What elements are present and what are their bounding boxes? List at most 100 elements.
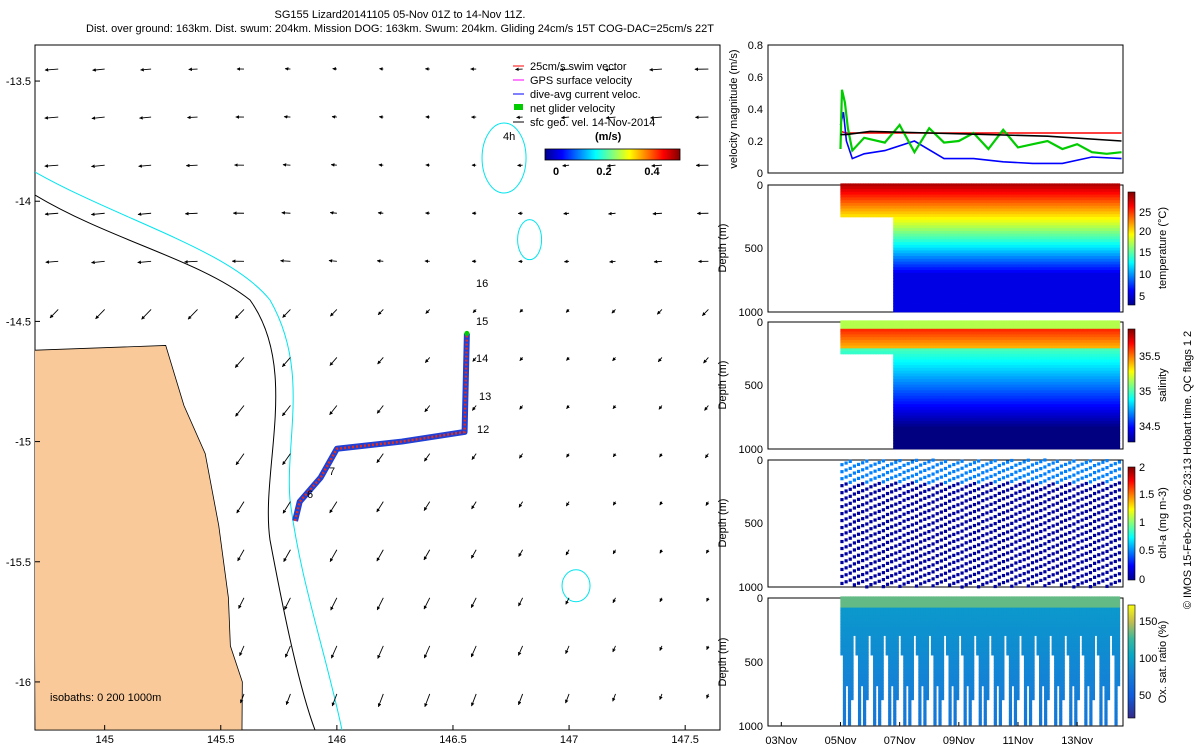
profile-sample [966, 208, 970, 212]
profile-sample [1021, 306, 1025, 310]
profile-sample [998, 228, 1002, 232]
profile-sample [940, 239, 945, 243]
profile-sample [1049, 250, 1053, 254]
profile-sample [956, 267, 960, 271]
profile-sample [930, 216, 935, 221]
profile-sample [940, 208, 945, 212]
profile-sample [973, 292, 977, 296]
profile-sample [933, 283, 937, 288]
profile-sample [1079, 300, 1083, 304]
profile-sample [940, 292, 945, 296]
profile-sample [1033, 258, 1038, 263]
profile-sample [1046, 297, 1050, 302]
profile-sample [842, 208, 847, 212]
profile-sample [988, 300, 992, 304]
profile-sample [971, 270, 975, 274]
profile-sample [1044, 225, 1048, 229]
profile-sample [1054, 267, 1058, 271]
profile-sample [1049, 286, 1053, 290]
profile-sample [935, 230, 940, 235]
profile-sample [983, 281, 987, 285]
profile-sample [868, 194, 872, 198]
profile-sample [1008, 225, 1013, 229]
profile-sample [971, 222, 975, 226]
profile-sample [900, 278, 904, 282]
profile-sample [840, 200, 844, 204]
profile-sample [978, 236, 982, 240]
profile-sample [928, 233, 932, 237]
profile-sample [948, 216, 952, 221]
profile-sample [898, 186, 902, 190]
profile-sample [903, 228, 907, 232]
velocity-y-axis: 0.8 0.6 0.4 0.2 0 velocity magnitude (m/… [728, 40, 763, 180]
profile-sample [852, 186, 857, 190]
profile-sample [908, 253, 912, 257]
profile-sample [1054, 205, 1058, 209]
profile-sample [925, 272, 930, 277]
profile-sample [1001, 256, 1005, 260]
profile-sample [988, 281, 992, 285]
profile-sample [991, 214, 995, 218]
profile-sample [910, 200, 914, 204]
profile-sample [998, 205, 1002, 209]
profile-sample [1001, 250, 1005, 254]
profile-sample [1071, 295, 1075, 299]
profile-sample [923, 242, 927, 246]
profile-sample [991, 306, 995, 310]
profile-sample [1003, 247, 1008, 251]
profile-sample [918, 253, 922, 257]
profile-sample [1071, 236, 1075, 240]
profile-sample [923, 233, 927, 237]
profile-sample [1028, 197, 1033, 201]
profile-sample [1056, 306, 1060, 310]
profile-sample [883, 186, 887, 190]
profile-sample [958, 183, 962, 187]
profile-sample [935, 202, 940, 207]
profile-sample [1021, 183, 1025, 187]
profile-sample [951, 194, 955, 198]
profile-sample [1003, 205, 1008, 209]
profile-sample [996, 216, 1000, 221]
profile-sample [940, 297, 945, 302]
profile-sample [903, 247, 907, 251]
profile-sample [996, 211, 1000, 215]
profile-sample [1061, 247, 1065, 251]
profile-sample [1044, 272, 1048, 277]
profile-sample [1036, 242, 1040, 246]
profile-sample [895, 242, 899, 246]
profile-sample [1021, 200, 1025, 204]
profile-sample [933, 286, 937, 290]
profile-sample [1069, 258, 1073, 263]
profile-sample [940, 242, 945, 246]
profile-sample [996, 289, 1000, 293]
profile-sample [1033, 292, 1038, 296]
profile-sample [948, 272, 952, 277]
profile-sample [1041, 188, 1045, 193]
profile-sample [998, 216, 1002, 221]
profile-sample [1064, 289, 1068, 293]
profile-sample [1044, 275, 1048, 279]
velocity-vector [376, 259, 384, 263]
profile-sample [895, 297, 899, 302]
profile-sample [915, 191, 919, 195]
profile-sample [1046, 202, 1050, 207]
profile-sample [951, 219, 955, 223]
profile-sample [1023, 267, 1028, 271]
profile-sample [1074, 247, 1078, 251]
profile-sample [880, 205, 884, 209]
profile-sample [1061, 292, 1065, 296]
profile-sample [895, 292, 899, 296]
profile-sample [878, 205, 882, 209]
profile-sample [948, 230, 952, 235]
profile-sample [913, 205, 917, 209]
profile-sample [913, 202, 917, 207]
profile-sample [988, 292, 992, 296]
profile-sample [1069, 264, 1073, 268]
profile-sample [993, 250, 997, 254]
profile-sample [948, 225, 952, 229]
profile-sample [1116, 225, 1121, 229]
profile-sample [971, 303, 975, 307]
profile-sample [1116, 306, 1121, 310]
profile-sample [1026, 239, 1030, 243]
profile-sample [1056, 297, 1060, 302]
